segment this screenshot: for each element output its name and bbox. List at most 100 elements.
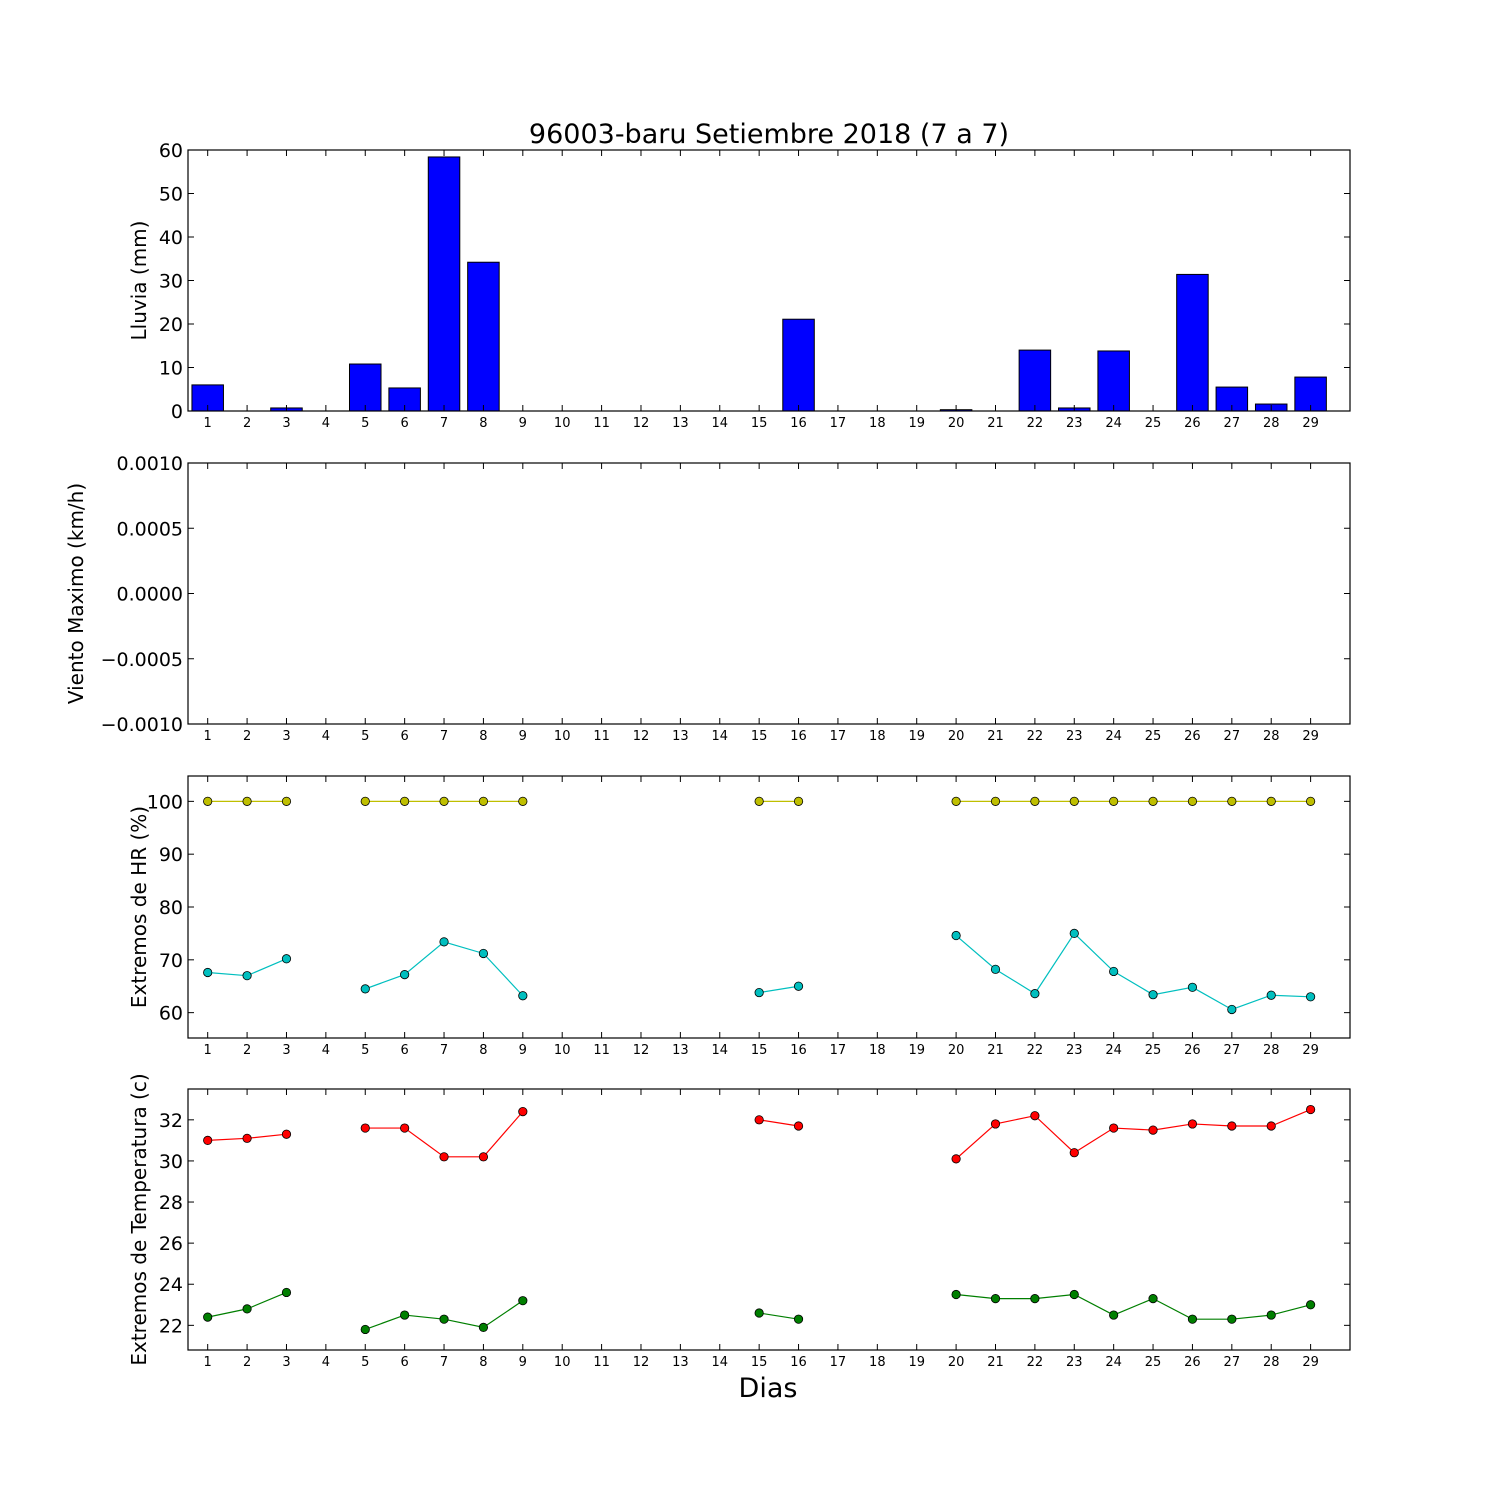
y-tick-label: 24 — [159, 1274, 183, 1296]
panel-1: 1 2 3 4 5 6 7 8 9 10 11 12 13 14 15 16 17 18 19 20 21 22 23 24 2… — [127, 140, 1351, 431]
x-tick-label: 14 — [711, 729, 728, 744]
x-tick-label: 10 — [554, 1355, 571, 1370]
x-tick-label: 10 — [554, 1043, 571, 1058]
series-2-point-day-29 — [1306, 992, 1316, 1002]
x-tick-label: 22 — [1027, 729, 1044, 744]
x-tick-label: 11 — [593, 1355, 610, 1370]
series-2-point-day-28 — [1266, 1310, 1276, 1320]
series-1-point-day-26 — [1187, 1119, 1198, 1129]
y-tick-label: 90 — [159, 844, 183, 866]
x-tick-label: 8 — [479, 1043, 487, 1058]
series-1-point-day-28 — [1266, 1121, 1276, 1131]
series-2-point-day-2 — [242, 971, 252, 981]
x-tick-label: 6 — [401, 1355, 409, 1370]
x-tick-label: 7 — [440, 416, 448, 431]
panel-3: 1 2 3 4 5 6 7 8 9 10 11 12 13 14 15 16 17 18 19 20 21 22 23 24 2… — [127, 775, 1351, 1058]
x-tick-label: 18 — [869, 1043, 886, 1058]
x-tick-label: 17 — [830, 416, 847, 431]
x-tick-label: 1 — [204, 729, 212, 744]
x-tick-label: 4 — [322, 1043, 330, 1058]
x-tick-label: 20 — [948, 1043, 965, 1058]
x-tick-label: 20 — [948, 416, 965, 431]
x-tick-label: 22 — [1027, 1355, 1044, 1370]
x-tick-label: 19 — [908, 1355, 925, 1370]
series-1-point-day-15 — [754, 1115, 764, 1125]
y-tick-label: 0.0010 — [117, 453, 183, 475]
x-tick-label: 11 — [593, 729, 610, 744]
x-tick-label: 9 — [519, 1355, 527, 1370]
series-1-point-day-3 — [281, 796, 292, 806]
x-tick-label: 26 — [1184, 1355, 1201, 1370]
x-tick-label: 24 — [1105, 1355, 1122, 1370]
chart-title: 96003-baru Setiembre 2018 (7 a 7) — [529, 119, 1009, 150]
x-tick-label: 13 — [672, 1355, 689, 1370]
y-tick-label: 80 — [159, 897, 183, 919]
x-tick-label: 25 — [1145, 416, 1162, 431]
x-tick-label: 29 — [1302, 1355, 1319, 1370]
bar-day-22 — [1018, 349, 1052, 412]
x-tick-label: 19 — [908, 416, 925, 431]
y-axis-label: Viento Maximo (km/h) — [64, 483, 88, 704]
x-tick-label: 2 — [243, 416, 251, 431]
x-tick-label: 5 — [361, 729, 369, 744]
series-1-point-day-29 — [1306, 796, 1316, 806]
x-tick-label: 11 — [593, 1043, 610, 1058]
y-tick-label: 0.0000 — [117, 584, 183, 606]
series-2-point-day-21 — [990, 1294, 1001, 1304]
x-tick-label: 25 — [1145, 1043, 1162, 1058]
x-tick-label: 14 — [711, 1355, 728, 1370]
x-tick-label: 6 — [401, 416, 409, 431]
x-tick-label: 12 — [633, 1043, 650, 1058]
x-tick-label: 8 — [479, 729, 487, 744]
bar-day-24 — [1097, 350, 1130, 412]
x-tick-label: 7 — [440, 1043, 448, 1058]
series-1-point-day-16 — [793, 796, 804, 806]
series-2-point-day-6 — [400, 1310, 410, 1320]
series-1-point-day-28 — [1266, 796, 1276, 806]
series-1-point-day-7 — [439, 1152, 449, 1162]
series-1-point-day-5 — [360, 796, 370, 806]
series-2-point-day-23 — [1069, 1289, 1079, 1300]
x-tick-label: 9 — [519, 729, 527, 744]
y-tick-label: −0.0005 — [101, 649, 183, 671]
series-2-point-day-25 — [1148, 1294, 1158, 1304]
x-tick-label: 26 — [1184, 416, 1201, 431]
series-2-point-day-25 — [1148, 990, 1158, 1000]
series-2-point-day-7 — [439, 937, 449, 947]
series-1-point-day-22 — [1030, 1111, 1040, 1121]
series-2-point-day-6 — [400, 970, 410, 980]
x-tick-label: 16 — [790, 1043, 807, 1058]
x-tick-label: 27 — [1224, 729, 1241, 744]
series-2-point-day-22 — [1030, 1294, 1040, 1304]
x-tick-label: 16 — [790, 729, 807, 744]
x-tick-label: 2 — [243, 729, 251, 744]
y-tick-label: 70 — [159, 950, 183, 972]
series-2-point-day-8 — [478, 948, 489, 959]
series-1-point-day-15 — [754, 796, 764, 806]
series-1-point-day-27 — [1227, 796, 1237, 806]
series-2-point-day-20 — [951, 930, 961, 941]
series-2-point-day-2 — [242, 1304, 252, 1314]
series-2-point-day-26 — [1187, 982, 1198, 992]
x-tick-label: 25 — [1145, 729, 1162, 744]
x-tick-label: 7 — [440, 1355, 448, 1370]
y-tick-label: 0 — [171, 401, 183, 423]
series-1-point-day-3 — [281, 1129, 292, 1139]
bar-day-16 — [782, 318, 815, 412]
x-tick-label: 4 — [322, 1355, 330, 1370]
series-1-point-day-5 — [360, 1123, 370, 1133]
series-1-point-day-21 — [990, 796, 1001, 806]
series-1-point-day-23 — [1069, 796, 1079, 806]
x-tick-label: 5 — [361, 1043, 369, 1058]
series-1-point-day-29 — [1306, 1104, 1316, 1115]
x-tick-label: 18 — [869, 729, 886, 744]
y-tick-label: 60 — [159, 1003, 183, 1025]
panels: 1 2 3 4 5 6 7 8 9 10 11 12 13 14 15 16 17 18 19 20 21 22 23 24 2… — [64, 140, 1351, 1370]
panel-2: 1 2 3 4 5 6 7 8 9 10 11 12 13 14 15 16 17 18 19 20 21 22 23 24 2… — [64, 453, 1351, 744]
y-tick-label: 22 — [159, 1315, 183, 1337]
series-1-point-day-9 — [518, 796, 528, 806]
x-tick-label: 5 — [361, 1355, 369, 1370]
y-tick-label: 60 — [159, 140, 183, 162]
x-tick-label: 14 — [711, 1043, 728, 1058]
panel-4: 1 2 3 4 5 6 7 8 9 10 11 12 13 14 15 16 17 18 19 20 21 22 23 24 2… — [127, 1073, 1351, 1370]
